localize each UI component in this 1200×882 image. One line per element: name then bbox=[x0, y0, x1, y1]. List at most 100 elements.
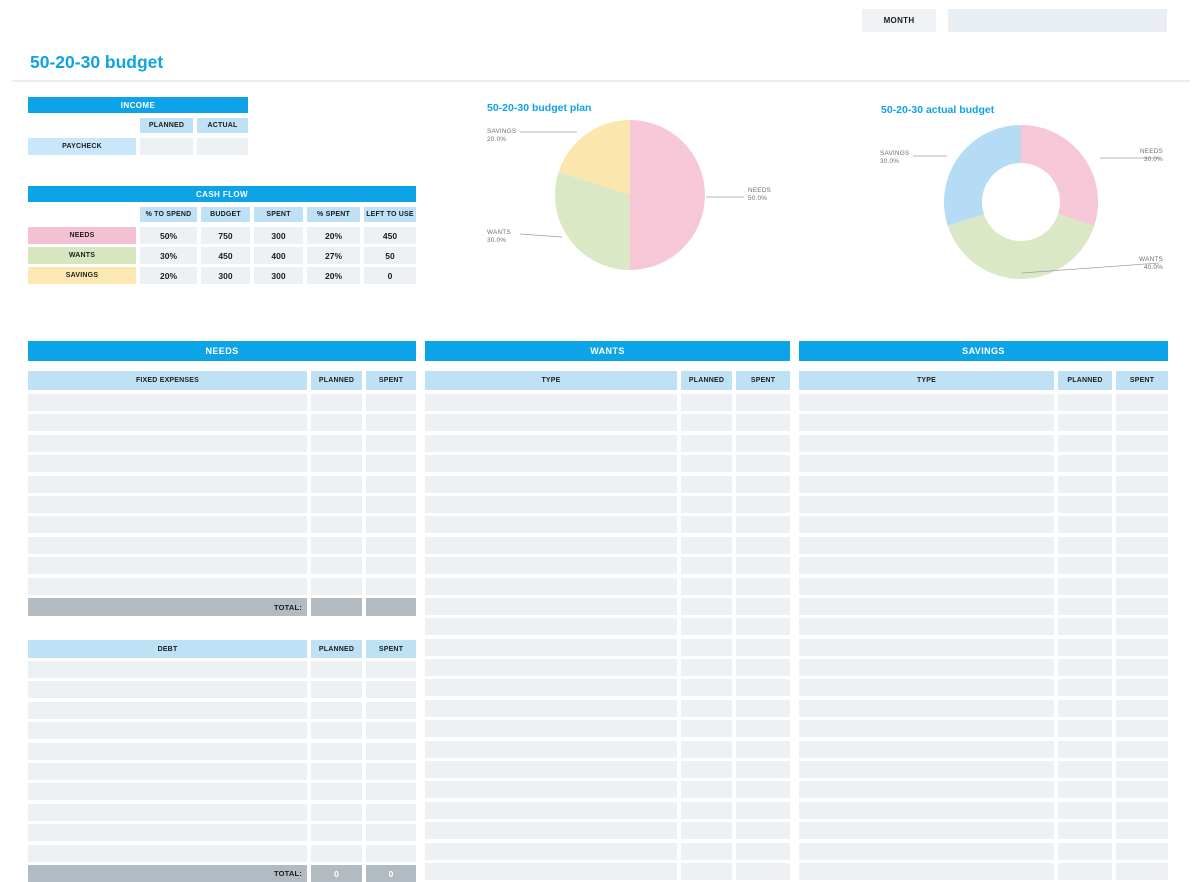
wants-planned-cell[interactable] bbox=[681, 638, 732, 656]
wants-planned-cell[interactable] bbox=[681, 414, 732, 432]
savings-left-to-use-cell[interactable]: 0 bbox=[364, 267, 416, 284]
savings-type-cell[interactable] bbox=[799, 781, 1054, 799]
wants-spent-cell[interactable] bbox=[736, 822, 790, 840]
needs-pct-spent-cell[interactable]: 20% bbox=[307, 227, 360, 244]
savings-spent-cell[interactable] bbox=[1116, 659, 1168, 677]
wants-planned-cell[interactable] bbox=[681, 699, 732, 717]
savings-spent-cell[interactable] bbox=[1116, 862, 1168, 880]
wants-spent-cell[interactable] bbox=[736, 740, 790, 758]
fixed-expense-name-cell[interactable] bbox=[28, 414, 307, 432]
wants-type-cell[interactable] bbox=[425, 434, 677, 452]
wants-planned-cell[interactable] bbox=[681, 862, 732, 880]
debt-planned-cell[interactable] bbox=[311, 701, 362, 719]
fixed-expense-planned-cell[interactable] bbox=[311, 434, 362, 452]
wants-spent-cell[interactable] bbox=[736, 475, 790, 493]
savings-planned-cell[interactable] bbox=[1058, 495, 1112, 513]
wants-type-cell[interactable] bbox=[425, 414, 677, 432]
savings-type-cell[interactable] bbox=[799, 577, 1054, 595]
savings-planned-cell[interactable] bbox=[1058, 720, 1112, 738]
debt-name-cell[interactable] bbox=[28, 701, 307, 719]
wants-type-cell[interactable] bbox=[425, 679, 677, 697]
wants-planned-cell[interactable] bbox=[681, 618, 732, 636]
savings-type-cell[interactable] bbox=[799, 536, 1054, 554]
savings-planned-cell[interactable] bbox=[1058, 618, 1112, 636]
savings-spent-cell[interactable] bbox=[1116, 516, 1168, 534]
wants-spent-cell[interactable] bbox=[736, 638, 790, 656]
savings-spent-cell[interactable] bbox=[1116, 761, 1168, 779]
savings-spent-cell[interactable] bbox=[1116, 801, 1168, 819]
fixed-expense-spent-cell[interactable] bbox=[366, 455, 416, 473]
wants-spent-cell[interactable] bbox=[736, 761, 790, 779]
wants-left-to-use-cell[interactable]: 50 bbox=[364, 247, 416, 264]
wants-spent-cell[interactable] bbox=[736, 577, 790, 595]
paycheck-planned-cell[interactable] bbox=[140, 138, 193, 155]
debt-spent-cell[interactable] bbox=[366, 701, 416, 719]
debt-name-cell[interactable] bbox=[28, 722, 307, 740]
savings-type-cell[interactable] bbox=[799, 455, 1054, 473]
wants-type-cell[interactable] bbox=[425, 862, 677, 880]
savings-pct-to-spend-cell[interactable]: 20% bbox=[140, 267, 197, 284]
debt-planned-cell[interactable] bbox=[311, 762, 362, 780]
wants-spent-cell[interactable] bbox=[736, 414, 790, 432]
paycheck-actual-cell[interactable] bbox=[197, 138, 248, 155]
fixed-expense-planned-cell[interactable] bbox=[311, 414, 362, 432]
savings-spent-cell[interactable] bbox=[1116, 475, 1168, 493]
wants-type-cell[interactable] bbox=[425, 495, 677, 513]
savings-type-cell[interactable] bbox=[799, 557, 1054, 575]
wants-planned-cell[interactable] bbox=[681, 679, 732, 697]
wants-type-cell[interactable] bbox=[425, 781, 677, 799]
savings-spent-cell[interactable] bbox=[1116, 434, 1168, 452]
savings-spent-cell[interactable] bbox=[1116, 597, 1168, 615]
savings-planned-cell[interactable] bbox=[1058, 516, 1112, 534]
savings-type-cell[interactable] bbox=[799, 495, 1054, 513]
fixed-expense-spent-cell[interactable] bbox=[366, 434, 416, 452]
savings-spent-cell[interactable] bbox=[1116, 781, 1168, 799]
savings-planned-cell[interactable] bbox=[1058, 781, 1112, 799]
wants-spent-cell[interactable] bbox=[736, 516, 790, 534]
wants-type-cell[interactable] bbox=[425, 475, 677, 493]
fixed-expense-spent-cell[interactable] bbox=[366, 495, 416, 513]
wants-spent-cell[interactable] bbox=[736, 659, 790, 677]
savings-spent-cell[interactable] bbox=[1116, 618, 1168, 636]
fixed-expense-planned-cell[interactable] bbox=[311, 495, 362, 513]
wants-planned-cell[interactable] bbox=[681, 455, 732, 473]
debt-spent-cell[interactable] bbox=[366, 783, 416, 801]
savings-type-cell[interactable] bbox=[799, 475, 1054, 493]
savings-planned-cell[interactable] bbox=[1058, 394, 1112, 411]
fixed-expense-planned-cell[interactable] bbox=[311, 394, 362, 411]
debt-spent-cell[interactable] bbox=[366, 681, 416, 699]
savings-planned-cell[interactable] bbox=[1058, 862, 1112, 880]
wants-planned-cell[interactable] bbox=[681, 495, 732, 513]
savings-spent-cell[interactable] bbox=[1116, 455, 1168, 473]
savings-type-cell[interactable] bbox=[799, 862, 1054, 880]
fixed-expense-name-cell[interactable] bbox=[28, 434, 307, 452]
wants-type-cell[interactable] bbox=[425, 720, 677, 738]
fixed-expense-planned-cell[interactable] bbox=[311, 475, 362, 493]
savings-type-cell[interactable] bbox=[799, 822, 1054, 840]
savings-planned-cell[interactable] bbox=[1058, 577, 1112, 595]
month-input[interactable] bbox=[948, 9, 1167, 32]
wants-type-cell[interactable] bbox=[425, 761, 677, 779]
fixed-expense-name-cell[interactable] bbox=[28, 557, 307, 575]
wants-type-cell[interactable] bbox=[425, 699, 677, 717]
fixed-expense-spent-cell[interactable] bbox=[366, 475, 416, 493]
savings-pct-spent-cell[interactable]: 20% bbox=[307, 267, 360, 284]
wants-planned-cell[interactable] bbox=[681, 740, 732, 758]
savings-planned-cell[interactable] bbox=[1058, 740, 1112, 758]
fixed-expense-planned-cell[interactable] bbox=[311, 455, 362, 473]
wants-spent-cell[interactable] bbox=[736, 597, 790, 615]
needs-left-to-use-cell[interactable]: 450 bbox=[364, 227, 416, 244]
savings-type-cell[interactable] bbox=[799, 597, 1054, 615]
savings-spent-cell[interactable] bbox=[1116, 495, 1168, 513]
savings-planned-cell[interactable] bbox=[1058, 557, 1112, 575]
fixed-expense-planned-cell[interactable] bbox=[311, 516, 362, 534]
savings-spent-cell[interactable] bbox=[1116, 822, 1168, 840]
needs-budget-cell[interactable]: 750 bbox=[201, 227, 250, 244]
debt-name-cell[interactable] bbox=[28, 681, 307, 699]
wants-spent-cell[interactable] bbox=[736, 801, 790, 819]
savings-planned-cell[interactable] bbox=[1058, 536, 1112, 554]
debt-planned-cell[interactable] bbox=[311, 742, 362, 760]
wants-type-cell[interactable] bbox=[425, 638, 677, 656]
wants-spent-cell[interactable] bbox=[736, 455, 790, 473]
savings-planned-cell[interactable] bbox=[1058, 414, 1112, 432]
